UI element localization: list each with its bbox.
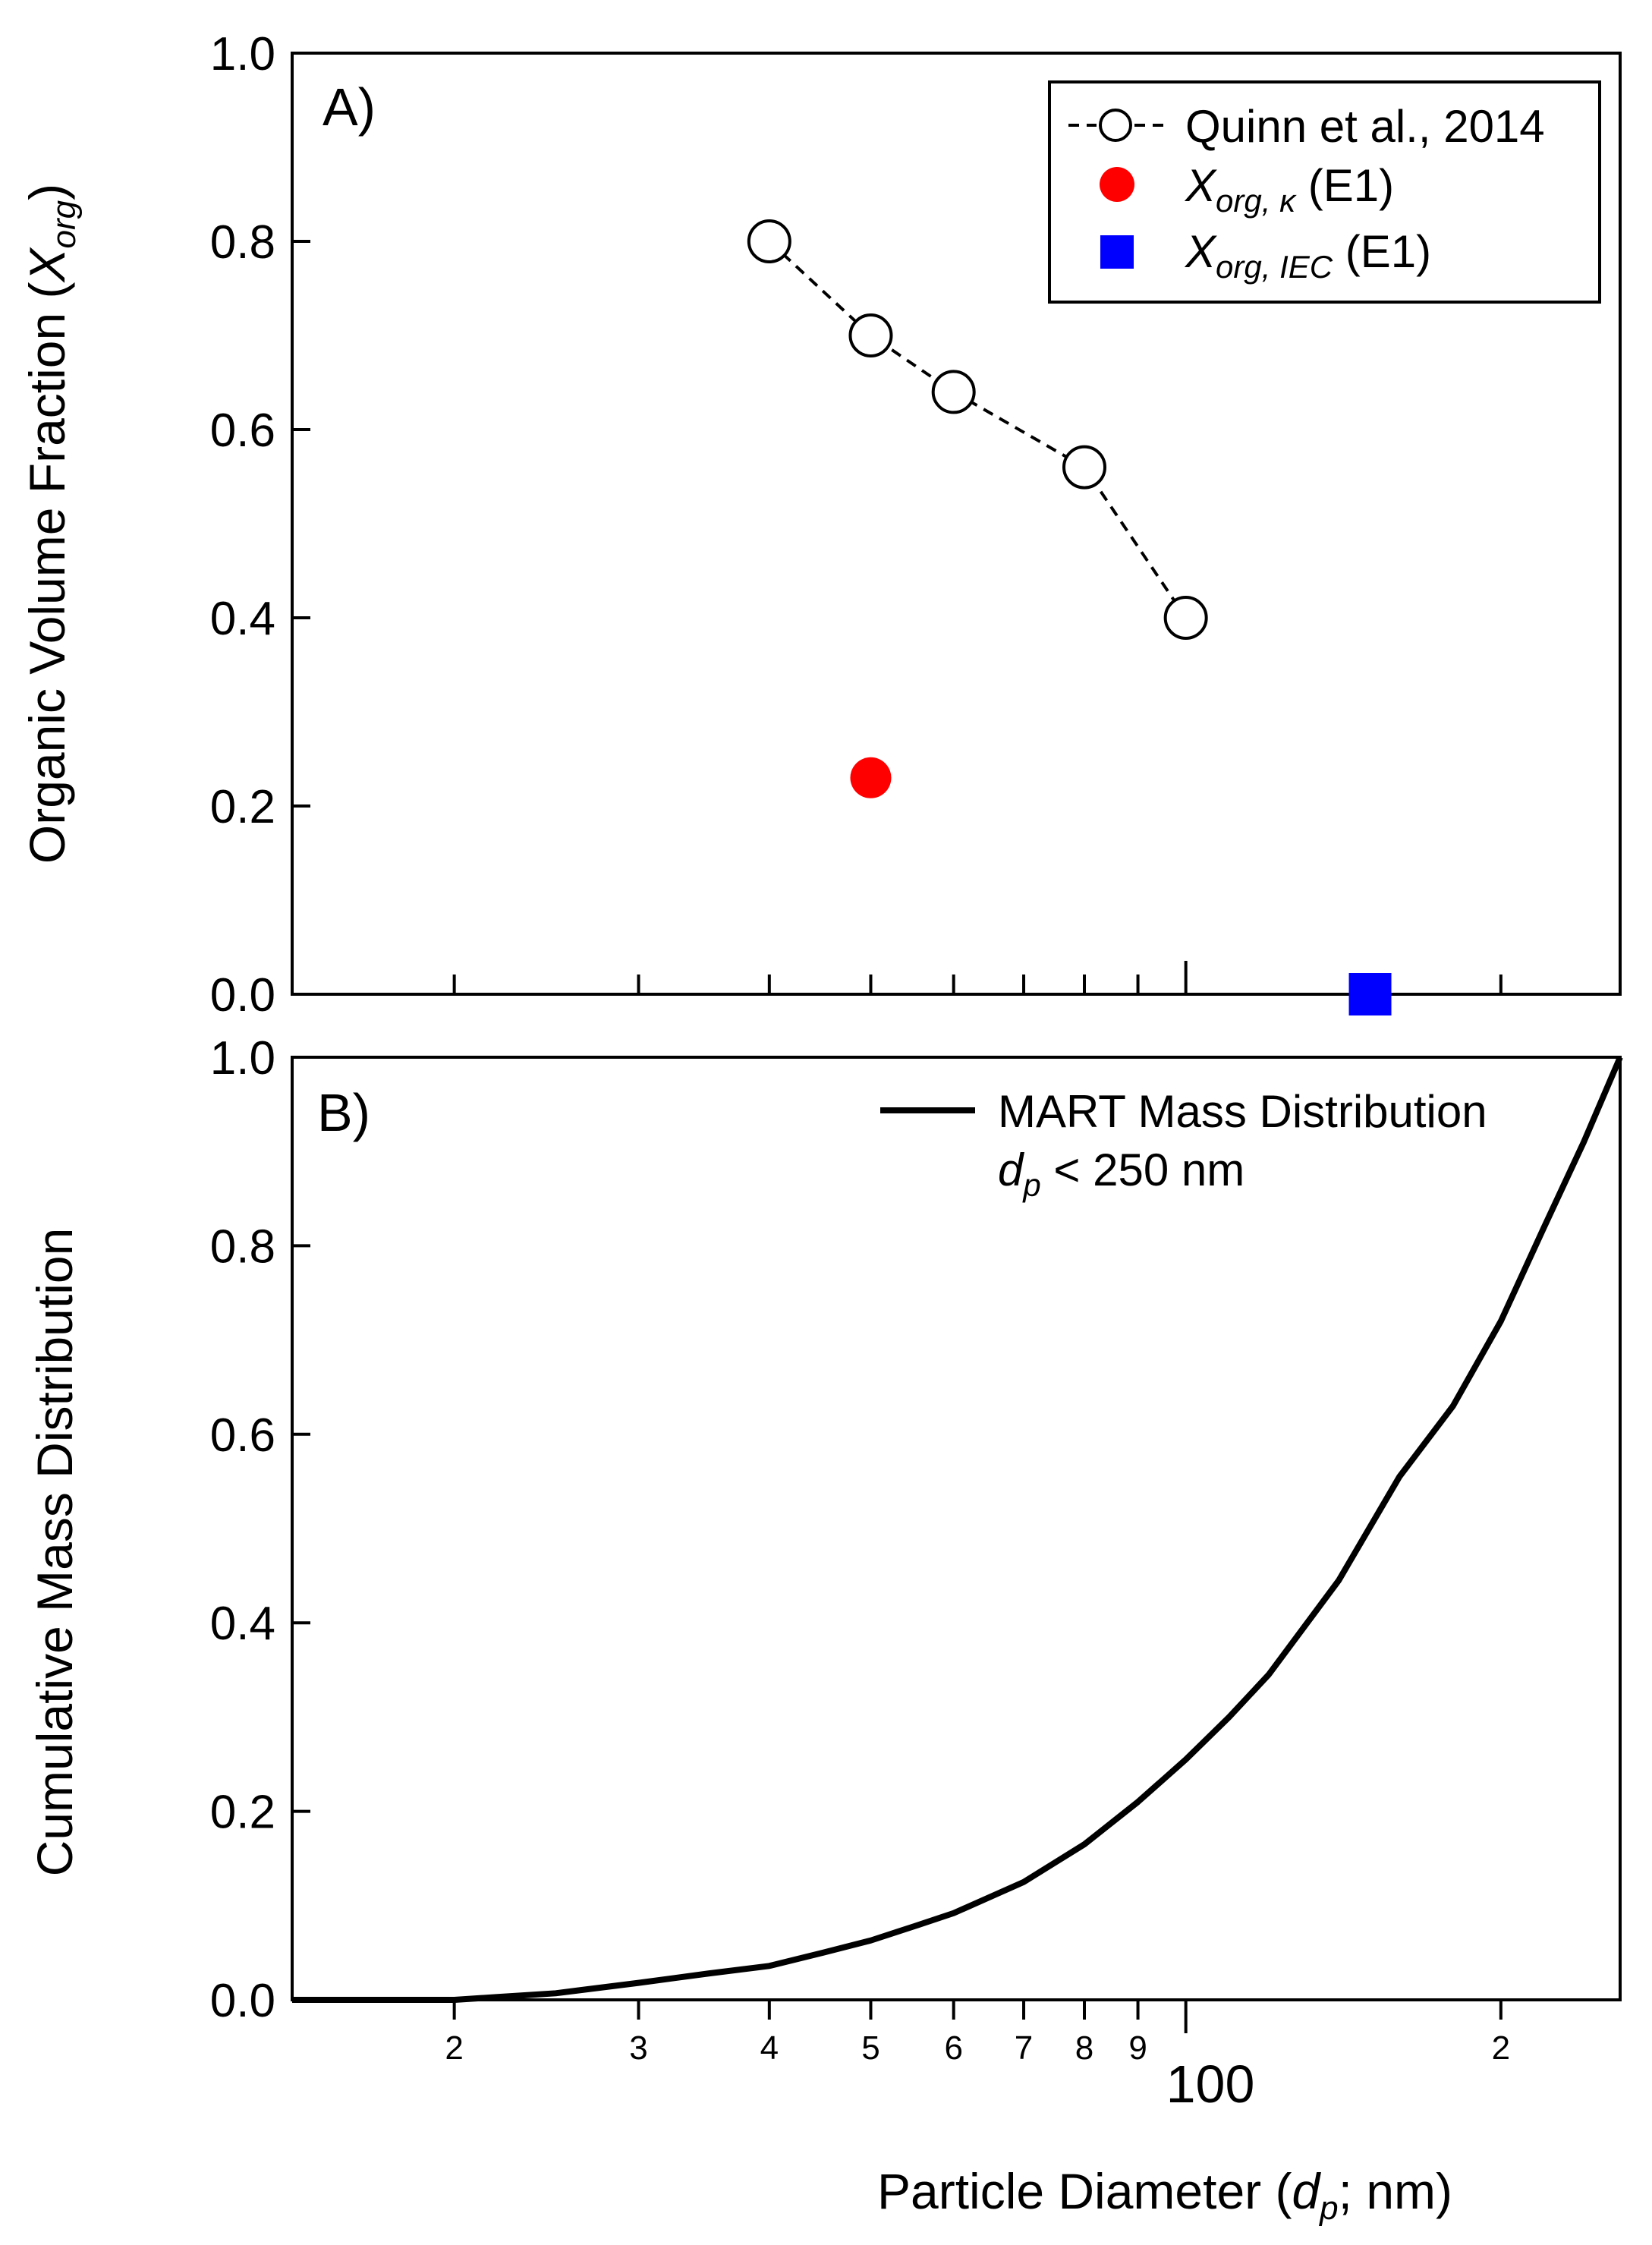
panel-a-y-title-end: ): [19, 184, 75, 200]
legend-mart-range-sub: p: [1021, 1167, 1040, 1203]
panel-b-x-tick-label: 3: [629, 2029, 647, 2067]
panel-b-label: B): [317, 1083, 370, 1142]
x-title-main: Particle Diameter (: [877, 2163, 1292, 2219]
panel-a-frame: [291, 52, 1622, 996]
panel-a-label: A): [323, 77, 376, 137]
legend-mart-range: dp < 250 nm: [998, 1145, 1245, 1203]
panel-b-x-tick-label: 4: [760, 2029, 779, 2067]
panel-a-y-ticks: 0.0 0.2 0.4 0.6 0.8 1.0: [210, 28, 310, 1022]
panel-b-x-tick-label: 2: [445, 2029, 463, 2067]
panel-a-x-ticks: [452, 961, 1503, 994]
mart-mass-distribution-line: [292, 1056, 1623, 2003]
kappa-point: [850, 757, 892, 798]
panel-b-x-tick-label: 2: [1492, 2029, 1510, 2067]
panel-b-y-tick-label: 0.0: [210, 1975, 275, 2027]
panel-b-y-tick-label: 0.8: [210, 1220, 275, 1273]
x-axis-title: Particle Diameter (dp; nm): [877, 2163, 1452, 2227]
panel-a-y-tick-label: 0.4: [210, 593, 275, 645]
legend-iec-label: Xorg, IEC (E1): [1184, 226, 1431, 285]
legend-kappa-sub: org, κ: [1216, 183, 1297, 219]
panel-a-series: [747, 219, 1392, 1015]
panel-b-x-tick-label: 5: [861, 2029, 879, 2067]
panel-b-series: [292, 1056, 1623, 2003]
legend-iec-suffix: (E1): [1333, 226, 1431, 277]
quinn-point: [1062, 445, 1107, 490]
quinn-point: [747, 219, 791, 263]
legend-quinn-label: Quinn et al., 2014: [1185, 101, 1545, 152]
panel-b-y-tick-label: 0.2: [210, 1787, 275, 1839]
x-title-end: ; nm): [1339, 2163, 1452, 2219]
legend-quinn-marker: [1099, 109, 1132, 142]
panel-a-y-axis-title: Organic Volume Fraction (Xorg): [19, 184, 83, 864]
panel-b-x-tick-label: 8: [1075, 2029, 1093, 2067]
x-title-sub: p: [1318, 2190, 1338, 2227]
legend-kappa-suffix: (E1): [1295, 160, 1394, 211]
panel-a-y-tick-label: 0.6: [210, 405, 275, 457]
legend-kappa-var: X: [1184, 160, 1217, 211]
panel-b-x-tick-label: 7: [1015, 2029, 1033, 2067]
panel-a-legend-box: [1048, 80, 1601, 304]
panel-b-y-axis-title: Cumulative Mass Distribution: [27, 1228, 83, 1877]
panel-a-y-title-main: Organic Volume Fraction (: [19, 282, 75, 864]
legend-iec-sub: org, IEC: [1216, 249, 1333, 285]
panel-b-y-tick-label: 1.0: [210, 1032, 275, 1085]
panel-a-y-tick-label: 0.0: [210, 969, 275, 1022]
x-major-tick-label-100: 100: [1166, 2055, 1255, 2114]
panel-a: 0.0 0.2 0.4 0.6 0.8 1.0 A) Organic Volume Fra…: [19, 28, 1622, 1022]
panel-a-y-title-var: X: [19, 246, 75, 283]
panel-a-y-title-sub: org: [46, 200, 83, 248]
legend-mart-label: MART Mass Distribution: [998, 1086, 1487, 1137]
panel-b-y-tick-label: 0.6: [210, 1409, 275, 1462]
legend-kappa-marker: [1100, 167, 1134, 202]
legend-mart-range-var: d: [998, 1145, 1024, 1195]
legend-mart-range-rest: < 250 nm: [1041, 1145, 1245, 1195]
iec-point: [1348, 973, 1392, 1015]
legend-kappa-label: Xorg, κ (E1): [1184, 160, 1394, 219]
panel-b-y-ticks: 0.0 0.2 0.4 0.6 0.8 1.0: [210, 1032, 310, 2027]
panel-a-legend: Quinn et al., 2014 Xorg, κ (E1) Xorg, IE…: [1048, 80, 1601, 304]
x-title-var: d: [1292, 2163, 1321, 2219]
quinn-point: [848, 313, 893, 357]
panel-b-y-tick-label: 0.4: [210, 1598, 275, 1650]
quinn-point: [931, 370, 976, 414]
panel-b-x-tick-label: 6: [944, 2029, 962, 2067]
quinn-point: [1163, 596, 1208, 640]
panel-a-y-tick-label: 0.2: [210, 781, 275, 833]
legend-iec-marker: [1100, 235, 1134, 269]
panel-b-frame: [291, 1056, 1622, 2001]
panel-b-x-tick-label: 9: [1128, 2029, 1147, 2067]
legend-iec-var: X: [1184, 226, 1217, 277]
panel-a-y-tick-label: 0.8: [210, 216, 275, 269]
panel-b-legend: MART Mass Distribution dp < 250 nm: [880, 1086, 1487, 1203]
panel-a-y-tick-label: 1.0: [210, 28, 275, 80]
